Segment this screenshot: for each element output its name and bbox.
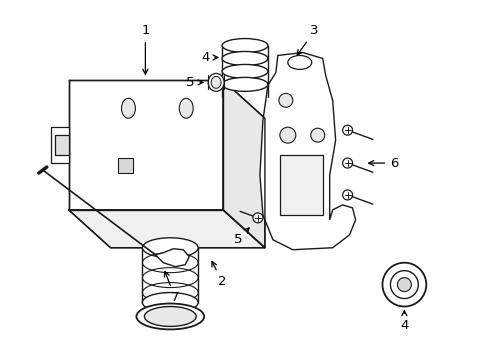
Ellipse shape: [287, 55, 311, 69]
Text: 5: 5: [185, 76, 203, 89]
Ellipse shape: [144, 306, 196, 327]
Polygon shape: [68, 80, 223, 210]
Ellipse shape: [208, 73, 224, 91]
Ellipse shape: [142, 238, 198, 258]
Text: 1: 1: [141, 24, 149, 74]
Polygon shape: [260, 53, 355, 250]
Ellipse shape: [278, 93, 292, 107]
Polygon shape: [51, 127, 68, 163]
Ellipse shape: [222, 39, 267, 53]
Text: 4: 4: [399, 311, 408, 332]
Ellipse shape: [279, 127, 295, 143]
Polygon shape: [118, 158, 133, 173]
Ellipse shape: [211, 76, 221, 88]
Text: 6: 6: [368, 157, 398, 170]
Ellipse shape: [179, 98, 193, 118]
Polygon shape: [155, 249, 189, 267]
Text: 2: 2: [212, 261, 226, 288]
Ellipse shape: [121, 98, 135, 118]
Ellipse shape: [222, 77, 267, 91]
Polygon shape: [55, 135, 68, 155]
Ellipse shape: [389, 271, 417, 298]
Ellipse shape: [222, 51, 267, 66]
Polygon shape: [68, 210, 264, 248]
Polygon shape: [223, 80, 264, 248]
Text: 5: 5: [233, 228, 248, 246]
Ellipse shape: [142, 293, 198, 312]
Ellipse shape: [252, 213, 263, 223]
Polygon shape: [279, 155, 322, 215]
Ellipse shape: [136, 303, 203, 329]
Ellipse shape: [382, 263, 426, 306]
Ellipse shape: [342, 158, 352, 168]
Ellipse shape: [310, 128, 324, 142]
Ellipse shape: [397, 278, 410, 292]
Text: 3: 3: [297, 24, 318, 55]
Ellipse shape: [342, 125, 352, 135]
Ellipse shape: [342, 190, 352, 200]
Text: 7: 7: [164, 271, 179, 304]
Ellipse shape: [222, 64, 267, 78]
Text: 4: 4: [201, 51, 218, 64]
